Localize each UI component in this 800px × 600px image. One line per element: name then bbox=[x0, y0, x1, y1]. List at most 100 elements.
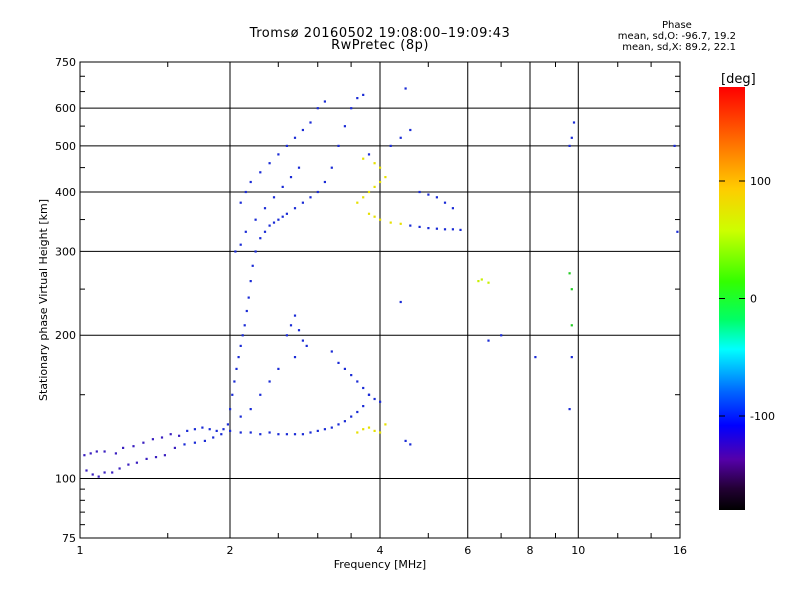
data-point bbox=[343, 420, 346, 423]
data-point bbox=[249, 280, 252, 283]
data-point bbox=[409, 224, 412, 227]
chart-subtitle: RwPretec (8p) bbox=[331, 38, 429, 53]
phase-stats: Phase mean, sd,O: -96.7, 19.2 mean, sd,X… bbox=[618, 20, 736, 53]
data-point bbox=[103, 471, 106, 474]
data-point bbox=[239, 201, 242, 204]
data-point bbox=[343, 125, 346, 128]
data-point bbox=[241, 334, 244, 337]
data-point bbox=[362, 93, 365, 96]
data-point bbox=[316, 107, 319, 110]
data-point bbox=[379, 400, 382, 403]
data-point bbox=[122, 446, 125, 449]
x-tick-label: 4 bbox=[377, 544, 384, 557]
data-point bbox=[285, 144, 288, 147]
data-point bbox=[239, 243, 242, 246]
data-point bbox=[356, 201, 359, 204]
data-point bbox=[293, 356, 297, 359]
data-point bbox=[356, 431, 359, 434]
data-point bbox=[95, 450, 98, 453]
x-tick-label: 16 bbox=[673, 544, 687, 557]
data-point bbox=[568, 272, 571, 275]
data-point bbox=[399, 222, 402, 225]
data-point bbox=[389, 221, 392, 224]
data-point bbox=[89, 452, 92, 455]
data-point bbox=[85, 469, 88, 472]
y-tick-label: 600 bbox=[55, 102, 76, 115]
data-point bbox=[350, 374, 353, 377]
data-point bbox=[259, 237, 262, 240]
data-point bbox=[323, 100, 326, 103]
colorbar-unit-label: [deg] bbox=[721, 72, 756, 87]
y-tick-label: 500 bbox=[55, 140, 76, 153]
data-point bbox=[384, 423, 387, 426]
data-point bbox=[249, 180, 252, 184]
data-point bbox=[309, 431, 312, 434]
data-point bbox=[259, 393, 262, 396]
plot-frame bbox=[79, 61, 681, 539]
data-point bbox=[379, 431, 382, 434]
data-point bbox=[309, 196, 312, 199]
data-point bbox=[154, 456, 158, 459]
data-point bbox=[323, 180, 326, 184]
data-point bbox=[330, 350, 333, 353]
data-point bbox=[373, 185, 376, 188]
data-point bbox=[443, 228, 447, 231]
data-point bbox=[350, 415, 353, 418]
data-point bbox=[389, 144, 392, 147]
data-point bbox=[384, 176, 387, 179]
data-point bbox=[272, 196, 276, 199]
data-point bbox=[251, 264, 254, 267]
data-point bbox=[362, 386, 365, 390]
data-point bbox=[263, 207, 267, 210]
data-point bbox=[183, 443, 186, 446]
data-point bbox=[263, 230, 267, 233]
data-point bbox=[97, 475, 100, 478]
x-tick-label: 8 bbox=[527, 544, 534, 557]
colorbar-tick-label: 0 bbox=[750, 293, 757, 306]
data-point bbox=[367, 426, 371, 429]
phase-stats-o-mode: mean, sd,O: -96.7, 19.2 bbox=[617, 31, 736, 42]
data-point bbox=[500, 334, 503, 337]
data-point bbox=[487, 281, 490, 284]
data-point bbox=[239, 431, 242, 434]
data-point bbox=[570, 356, 573, 359]
x-tick-label: 6 bbox=[464, 544, 471, 557]
data-point bbox=[268, 431, 271, 434]
data-point bbox=[277, 153, 280, 156]
data-point bbox=[323, 428, 326, 431]
data-point bbox=[132, 445, 135, 448]
data-point bbox=[373, 162, 376, 165]
data-point bbox=[305, 344, 308, 347]
data-point bbox=[281, 185, 284, 188]
data-point bbox=[289, 176, 293, 179]
phase-stats-title: Phase bbox=[661, 20, 692, 31]
data-point bbox=[193, 441, 196, 444]
data-point bbox=[231, 393, 234, 396]
data-point bbox=[289, 324, 293, 327]
data-point bbox=[208, 428, 211, 431]
data-point bbox=[277, 367, 280, 370]
data-point bbox=[91, 473, 94, 476]
y-tick-label: 750 bbox=[55, 56, 76, 69]
data-point bbox=[234, 250, 237, 253]
data-point bbox=[373, 429, 376, 432]
data-point bbox=[301, 339, 304, 342]
data-point bbox=[451, 228, 454, 231]
data-point bbox=[222, 428, 225, 431]
data-point bbox=[239, 344, 242, 347]
data-point bbox=[572, 121, 576, 124]
x-tick-label: 2 bbox=[227, 544, 234, 557]
data-point bbox=[350, 107, 353, 110]
colorbar-ticks: 100 0 -100 bbox=[719, 175, 775, 423]
data-point bbox=[404, 439, 407, 442]
data-point bbox=[418, 190, 421, 194]
data-point bbox=[399, 136, 402, 139]
data-point bbox=[362, 405, 365, 408]
data-point bbox=[356, 410, 359, 414]
data-point bbox=[118, 467, 121, 470]
data-point bbox=[114, 452, 117, 455]
data-point bbox=[237, 356, 240, 359]
data-point bbox=[399, 300, 402, 304]
data-point bbox=[570, 136, 573, 139]
